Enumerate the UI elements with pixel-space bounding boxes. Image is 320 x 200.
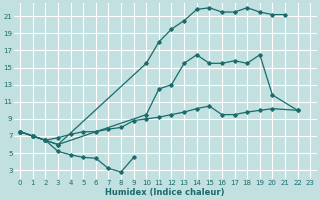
X-axis label: Humidex (Indice chaleur): Humidex (Indice chaleur) <box>106 188 225 197</box>
